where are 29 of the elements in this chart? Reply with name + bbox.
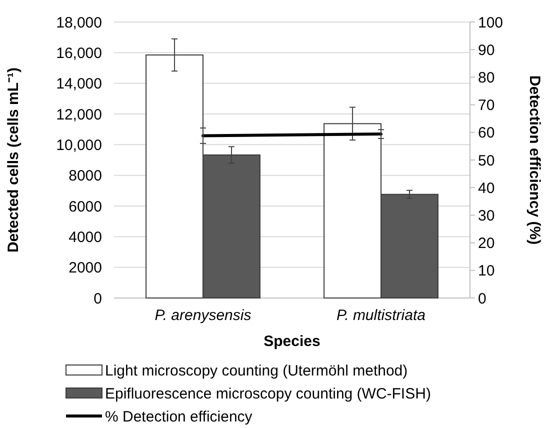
y2-tick-label: 20: [478, 235, 495, 252]
y2-tick-label: 100: [478, 14, 504, 32]
x-axis-title: Species: [264, 333, 320, 350]
y-tick-label: 0: [94, 290, 102, 308]
y-tick-label: 10,000: [56, 136, 102, 154]
y2-tick-label: 40: [478, 180, 495, 197]
y-tick-label: 12,000: [56, 106, 102, 124]
y2-tick-label: 60: [478, 124, 495, 142]
y-tick-label: 16,000: [56, 44, 102, 62]
y2-tick-label: 90: [478, 42, 495, 59]
y2-tick-label: 0: [478, 290, 486, 308]
y2-tick-label: 80: [478, 69, 495, 86]
y2-tick-label: 30: [478, 207, 495, 224]
y-tick-label: 18,000: [56, 14, 102, 32]
legend-label: % Detection efficiency: [105, 408, 253, 426]
y2-tick-label: 70: [478, 97, 495, 114]
y2-axis-title: Detection efficiency (%): [526, 75, 543, 245]
x-tick-label: P. multistriata: [336, 307, 426, 324]
x-tick-label: P. arenysensis: [154, 307, 252, 324]
y-tick-label: 14,000: [56, 76, 102, 93]
y-tick-label: 4000: [68, 228, 102, 246]
y2-tick-label: 50: [478, 152, 495, 170]
y-tick-label: 8000: [68, 168, 102, 185]
y-tick-label: 6000: [68, 198, 102, 216]
legend-label: Epifluorescence microscopy counting (WC-FISH): [105, 385, 431, 402]
y2-tick-label: 10: [478, 262, 495, 280]
y-axis-title: Detected cells (cells mL⁻¹): [5, 67, 22, 253]
y-tick-label: 2000: [68, 260, 102, 277]
legend-label: Light microscopy counting (Utermöhl method): [105, 362, 408, 380]
